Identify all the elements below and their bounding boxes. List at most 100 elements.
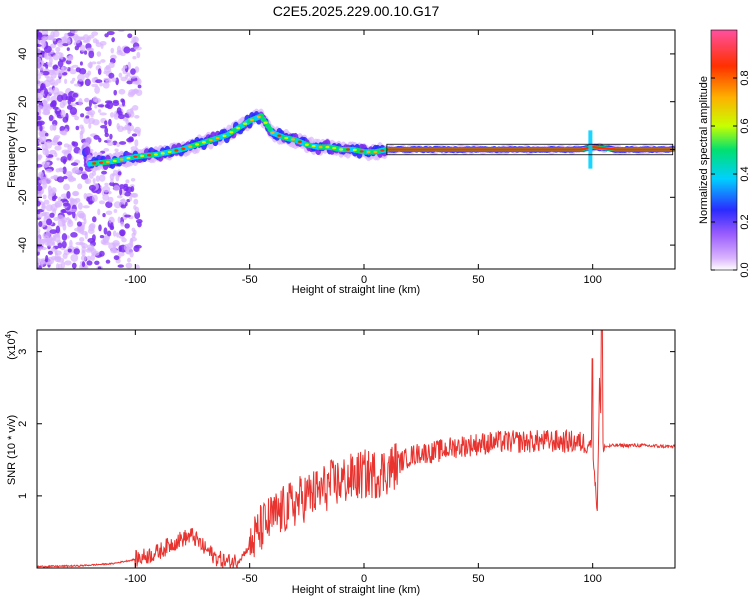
- spectrogram-noise-cell: [104, 132, 109, 138]
- spectrogram-noise-cell: [52, 30, 60, 38]
- spectrogram-noise-cell: [109, 173, 115, 181]
- spectrogram-noise-cell: [44, 148, 50, 157]
- spectrogram-noise-cell: [106, 30, 115, 36]
- spectrogram-noise-cell: [49, 43, 57, 49]
- spectrogram-noise-cell: [57, 72, 63, 77]
- spectrogram-track-peak: [270, 131, 275, 134]
- snr-line-group: [37, 330, 675, 568]
- spectrogram-noise-cell: [65, 96, 70, 101]
- spectrogram-noise-cell: [105, 79, 112, 83]
- spectrogram-track-peak: [126, 156, 131, 160]
- spectrogram-noise-cell: [81, 173, 89, 180]
- spectrogram-noise-cell: [81, 266, 86, 269]
- spectrogram-noise-cell: [86, 260, 93, 266]
- spectrogram-noise-cell: [41, 30, 49, 36]
- spectrogram-noise-cell: [77, 202, 83, 210]
- spectrogram-noise-cell: [47, 250, 53, 255]
- spectrogram-noise-cell: [88, 50, 95, 59]
- spectrogram-noise-cell: [46, 218, 53, 226]
- spectrogram-noise-cell: [41, 179, 47, 185]
- spectrogram-noise-cell: [70, 232, 78, 238]
- spectrogram-noise-cell: [124, 124, 131, 130]
- colorbar-gradient: [710, 29, 738, 271]
- spectrogram-noise-cell: [126, 72, 131, 77]
- spectrogram-noise-cell: [132, 80, 140, 85]
- spectrogram-noise-cell: [126, 257, 131, 263]
- spectrogram-noise-cell: [103, 148, 110, 152]
- spectrogram-noise-cell: [64, 260, 72, 266]
- spectrogram-noise-cell: [43, 235, 50, 242]
- spectrogram-y-tick-label: 0: [17, 146, 29, 152]
- spectrogram-noise-cell: [97, 266, 102, 269]
- spectrogram-noise-cell: [122, 65, 128, 69]
- spectrogram-noise-cell: [37, 209, 41, 215]
- spectrogram-noise-cell: [118, 113, 125, 120]
- spectrogram-noise-cell: [37, 163, 43, 168]
- spectrogram-noise-cell: [84, 72, 90, 79]
- spectrogram-noise-cell: [104, 33, 109, 38]
- spectrogram-track-peak: [160, 152, 165, 155]
- spectrogram-noise-cell: [92, 119, 100, 126]
- spectrogram-track-peak: [366, 150, 371, 154]
- spectrogram-noise-cell: [100, 125, 108, 129]
- spectrogram-noise-cell: [94, 97, 102, 104]
- spectrogram-noise-cell: [120, 76, 128, 82]
- spectrogram-noise-cell: [50, 203, 58, 212]
- spectrogram-noise-cell: [131, 89, 140, 94]
- spectrogram-noise-cell: [55, 168, 61, 173]
- spectrogram-noise-cell: [53, 234, 61, 243]
- spectrogram-track-peak: [181, 147, 186, 150]
- spectrogram-noise-cell: [37, 139, 43, 143]
- spectrogram-noise-cell: [42, 110, 51, 116]
- spectrogram-noise-cell: [37, 171, 44, 178]
- spectrogram-noise-cell: [104, 120, 108, 126]
- spectrogram-track-peak: [195, 143, 200, 146]
- spectrogram-noise-cell: [97, 109, 102, 113]
- spectrogram-track-peak: [147, 154, 152, 157]
- spectrogram-noise-cell: [51, 241, 56, 247]
- spectrogram-noise-cell: [83, 97, 90, 103]
- spectrogram-noise-cell: [105, 210, 113, 216]
- spectrogram-noise-cell: [100, 59, 106, 63]
- spectrogram-track-peak: [119, 158, 124, 161]
- spectrogram-noise-cell: [126, 199, 131, 203]
- spectrogram-noise-cell: [52, 87, 60, 95]
- snr-y-label: SNR (10 * v/v): [6, 415, 18, 485]
- colorbar-tick-label: 0.6: [739, 118, 750, 133]
- spectrogram-noise-cell: [113, 89, 118, 96]
- spectrogram-noise-cell: [90, 113, 94, 118]
- spectrogram-noise-cell: [105, 259, 111, 264]
- spectrogram-noise-cell: [39, 124, 43, 132]
- spectrogram-noise-cell: [52, 106, 59, 110]
- spectrogram-noise-cell: [110, 247, 115, 252]
- spectrogram-noise-cell: [56, 257, 65, 263]
- spectrogram-noise-cell: [111, 77, 117, 82]
- spectrogram-track-peak: [297, 140, 302, 144]
- spectrogram-noise-cell: [108, 72, 115, 79]
- spectrogram-y-tick-label: -20: [17, 189, 29, 205]
- colorbar-ticks: 0.0 0.2 0.4 0.6 0.8: [711, 70, 750, 278]
- spectrogram-noise-cell: [132, 55, 137, 60]
- spectrogram-noise-cell: [88, 172, 94, 179]
- spectrogram-noise-cell: [50, 187, 57, 194]
- spectrogram-noise-cell: [75, 125, 80, 131]
- spectrogram-noise-cell: [117, 171, 122, 176]
- spectrogram-noise-cell: [56, 94, 64, 102]
- spectrogram-noise-cell: [108, 216, 115, 224]
- spectrogram-noise-cell: [66, 190, 71, 199]
- spectrogram-noise-cell: [41, 70, 50, 76]
- spectrogram-noise-cell: [79, 237, 85, 242]
- spectrogram-noise-cell: [137, 84, 142, 89]
- spectrogram-noise-cell: [52, 54, 60, 61]
- spectrogram-noise-cell: [129, 240, 134, 248]
- spectrogram-track-peak: [263, 121, 268, 124]
- spectrogram-noise-cell: [44, 140, 53, 149]
- spectrogram-track-peak: [256, 115, 261, 119]
- spectrogram-noise-cell: [51, 140, 58, 146]
- spectrogram-noise-cell: [118, 72, 123, 78]
- spectrogram-noise-cell: [74, 35, 81, 44]
- spectrogram-track-peak: [339, 148, 344, 151]
- spectrogram-noise-cell: [51, 247, 56, 252]
- spectrogram-noise-cell: [82, 205, 90, 209]
- spectrogram-noise-cell: [106, 230, 112, 237]
